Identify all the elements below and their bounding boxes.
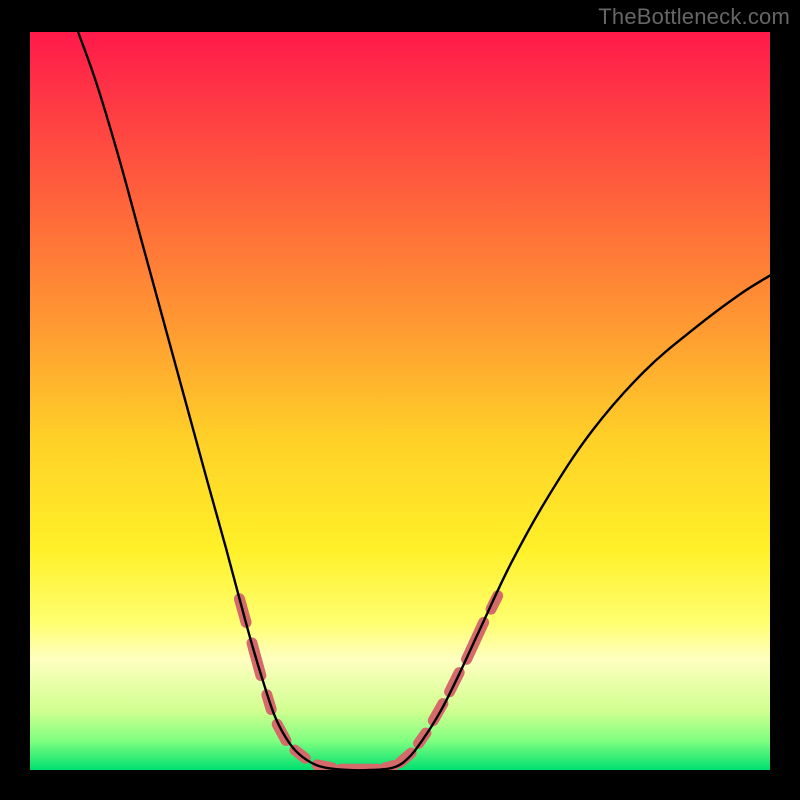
outer-frame [0,0,800,800]
chart-canvas: TheBottleneck.com [0,0,800,800]
watermark-text: TheBottleneck.com [598,4,790,30]
plot-area [30,32,770,770]
chart-svg [30,32,770,770]
gradient-background [30,32,770,770]
